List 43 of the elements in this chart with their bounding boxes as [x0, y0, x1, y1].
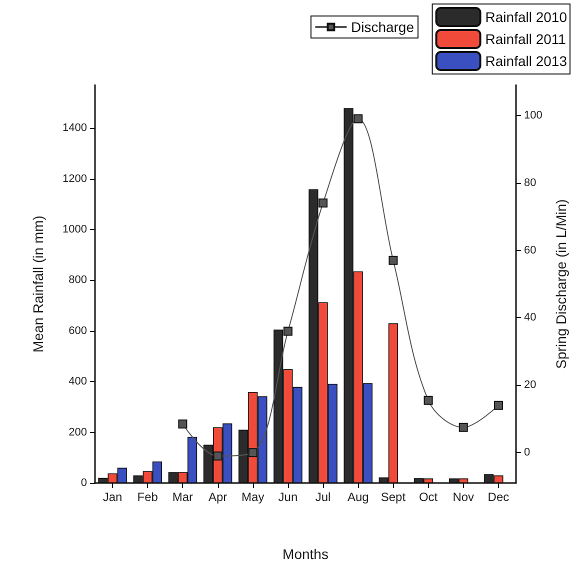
x-tick-label: Jul — [315, 490, 331, 504]
y-tick-label: 1000 — [62, 223, 87, 236]
y-tick-label: 1400 — [62, 122, 87, 134]
y2-tick-label: 80 — [524, 176, 536, 189]
y-tick-label: 400 — [68, 376, 87, 388]
y2-tick-label: 60 — [524, 244, 536, 256]
x-tick-label: Aug — [347, 490, 369, 504]
x-tick-label: Oct — [418, 490, 438, 504]
x-axis-title: Months — [282, 546, 328, 562]
point — [283, 326, 292, 336]
point — [354, 114, 363, 124]
y2-tick-label: 100 — [524, 109, 542, 122]
y-tick-label: 1200 — [62, 172, 87, 185]
x-tick-label: Feb — [137, 490, 158, 504]
y-tick-label: 600 — [68, 324, 87, 337]
y2-tick-label: 40 — [524, 312, 536, 324]
y-axis-title: Mean Rainfall (in mm) — [30, 216, 46, 352]
point — [318, 198, 328, 208]
y-tick-label: 0 — [80, 477, 87, 489]
y2-tick-label: 0 — [524, 446, 530, 459]
point — [213, 452, 222, 461]
x-tick-label: May — [242, 490, 264, 504]
x-tick-label: Sept — [380, 490, 406, 504]
y-tick-label: 200 — [68, 426, 87, 438]
x-tick-label: Dec — [488, 490, 510, 504]
point — [178, 419, 188, 428]
x-tick-label: Jun — [278, 490, 298, 504]
legend-label: Rainfall 2013 — [485, 53, 568, 69]
y2-tick-label: 20 — [524, 379, 536, 392]
x-tick-label: Nov — [452, 490, 474, 504]
point — [494, 400, 503, 410]
x-tick-label: Mar — [172, 490, 194, 504]
point — [424, 396, 433, 405]
legend-label: Discharge — [350, 19, 414, 35]
y2-axis-title: Spring Discharge (in L/Min) — [553, 199, 569, 369]
legend-label: Rainfall 2011 — [485, 31, 566, 47]
x-tick-label: Jan — [102, 490, 122, 504]
point — [388, 256, 398, 265]
x-tick-label: Apr — [208, 490, 228, 504]
y-tick-label: 800 — [68, 274, 87, 286]
point — [248, 448, 258, 458]
point — [458, 422, 468, 432]
legend-label: Rainfall 2010 — [485, 9, 568, 25]
